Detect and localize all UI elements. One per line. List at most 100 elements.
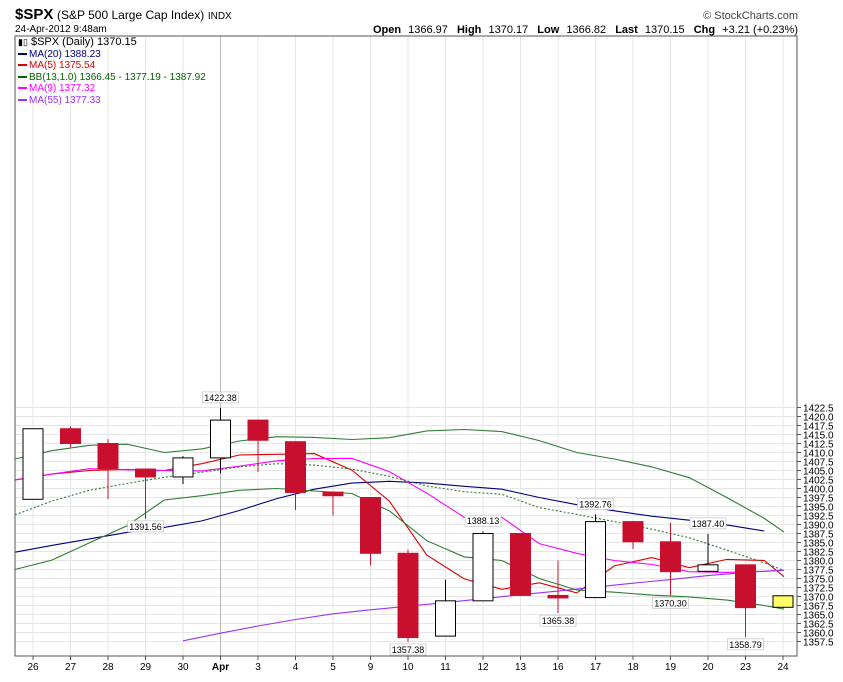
y-tick-label: 1410.0 xyxy=(803,449,834,460)
candle-body xyxy=(22,428,44,500)
exchange: INDX xyxy=(207,11,232,22)
brand-link[interactable]: © StockCharts.com xyxy=(703,10,798,22)
axes: 1357.51360.01362.51365.01367.51370.01372… xyxy=(14,35,834,673)
price-label: 1387.40 xyxy=(692,519,725,529)
last-value: 1370.15 xyxy=(644,24,685,36)
symbol: $SPX xyxy=(15,6,54,23)
x-tick-label: 23 xyxy=(740,662,752,673)
ma55-swatch-icon xyxy=(18,98,27,101)
x-tick-label: 18 xyxy=(627,662,639,673)
price-label: 1422.38 xyxy=(204,393,237,403)
symbol-name: (S&P 500 Large Cap Index) xyxy=(56,8,205,22)
candle-body xyxy=(360,497,381,554)
x-tick-label: 12 xyxy=(477,662,489,673)
y-tick-label: 1385.0 xyxy=(803,539,834,550)
low-label: Low xyxy=(537,24,560,36)
x-tick-label: 26 xyxy=(27,662,39,673)
ma5-swatch-icon xyxy=(18,64,27,67)
legend-ma5-text: MA(5) 1375.54 xyxy=(29,60,96,71)
y-tick-label: 1360.0 xyxy=(803,629,834,640)
y-tick-label: 1380.0 xyxy=(803,557,834,568)
high-value: 1370.17 xyxy=(488,24,529,36)
quote-summary: Open 1366.97 High 1370.17 Low 1366.82 La… xyxy=(373,24,798,36)
legend-item-ma20: MA(20) 1388.23 xyxy=(18,49,206,61)
x-tick-label: 5 xyxy=(330,662,336,673)
legend-ma55-text: MA(55) 1377.33 xyxy=(29,94,101,106)
price-label: 1365.38 xyxy=(542,616,575,626)
price-label-box xyxy=(539,614,577,627)
candle-body xyxy=(697,564,719,572)
x-tick-label: 11 xyxy=(440,662,451,673)
price-label: 1391.56 xyxy=(129,522,162,532)
candle-body xyxy=(547,594,569,599)
y-tick-label: 1395.0 xyxy=(803,503,834,514)
legend-bb-text: BB(13,1.0) 1366.45 - 1377.19 - 1387.92 xyxy=(29,71,206,83)
candle-body xyxy=(660,541,681,573)
y-tick-label: 1402.5 xyxy=(803,476,834,487)
x-tick-label: 19 xyxy=(665,662,677,673)
candle-body xyxy=(172,457,194,478)
candle-body xyxy=(210,419,231,459)
price-label: 1370.30 xyxy=(654,598,687,608)
y-tick-label: 1412.5 xyxy=(803,440,834,451)
y-tick-label: 1422.5 xyxy=(803,404,834,415)
x-tick-label: 16 xyxy=(552,662,564,673)
open-label: Open xyxy=(372,24,402,36)
price-label: 1357.38 xyxy=(392,645,425,655)
y-tick-label: 1365.0 xyxy=(803,611,834,622)
chart-legend: ▮▯ $SPX (Daily) 1370.15 MA(20) 1388.23 M… xyxy=(18,36,206,107)
plot-border xyxy=(14,35,798,657)
legend-item-bb: BB(13,1.0) 1366.45 - 1377.19 - 1387.92 xyxy=(18,72,206,84)
price-label: 1392.76 xyxy=(579,500,612,510)
y-tick-label: 1420.0 xyxy=(803,413,834,424)
y-tick-label: 1390.0 xyxy=(803,521,834,532)
candle-body xyxy=(97,443,119,470)
legend-item-ma55: MA(55) 1377.33 xyxy=(18,95,206,107)
price-label-box xyxy=(389,643,427,656)
y-tick-label: 1407.5 xyxy=(803,458,834,469)
x-tick-label: 30 xyxy=(177,662,189,673)
y-tick-label: 1417.5 xyxy=(803,422,834,433)
candle-body xyxy=(60,428,81,444)
y-tick-label: 1400.0 xyxy=(803,485,834,496)
candle-body xyxy=(397,552,419,639)
price-label-box xyxy=(689,517,727,530)
price-labels: 1422.38 1391.56 1357.38 1388.13 1365.38 1392.… xyxy=(127,391,764,656)
y-tick-label: 1377.5 xyxy=(803,566,834,577)
chart-title: $SPX (S&P 500 Large Cap Index) INDX xyxy=(15,6,232,23)
price-label-box xyxy=(464,514,502,527)
candle-body xyxy=(247,419,269,441)
low-value: 1366.82 xyxy=(566,24,607,36)
candle-body xyxy=(622,521,644,543)
chg-label: Chg xyxy=(693,24,716,36)
x-tick-label: Apr xyxy=(212,662,229,673)
open-value: 1366.97 xyxy=(408,24,448,36)
x-tick-label: 27 xyxy=(65,662,77,673)
bb-swatch-icon xyxy=(18,75,27,78)
candle-body xyxy=(585,521,606,599)
legend-main-text: $SPX (Daily) 1370.15 xyxy=(30,36,137,48)
x-tick-label: 10 xyxy=(402,662,414,673)
y-tick-label: 1372.5 xyxy=(803,584,834,595)
candles xyxy=(22,407,794,642)
last-label: Last xyxy=(615,24,638,36)
x-tick-label: 20 xyxy=(702,662,714,673)
x-tick-label: 28 xyxy=(102,662,114,673)
price-label: 1358.79 xyxy=(729,640,762,650)
chg-value: +3.21 (+0.23%) xyxy=(722,24,798,36)
candle-body xyxy=(135,468,156,478)
candle-body xyxy=(772,595,794,608)
price-label-box xyxy=(727,638,764,651)
x-tick-label: 4 xyxy=(293,662,299,673)
y-tick-label: 1362.5 xyxy=(803,620,834,631)
price-label-box xyxy=(652,597,689,609)
series-line-bb-upper xyxy=(14,428,785,533)
y-tick-label: 1367.5 xyxy=(803,602,834,613)
y-tick-label: 1370.0 xyxy=(803,593,834,604)
candlestick-icon: ▮▯ xyxy=(18,37,28,47)
candle-body xyxy=(472,533,494,602)
x-tick-label: 3 xyxy=(255,662,261,673)
candle-body xyxy=(285,441,306,493)
high-label: High xyxy=(456,24,482,36)
